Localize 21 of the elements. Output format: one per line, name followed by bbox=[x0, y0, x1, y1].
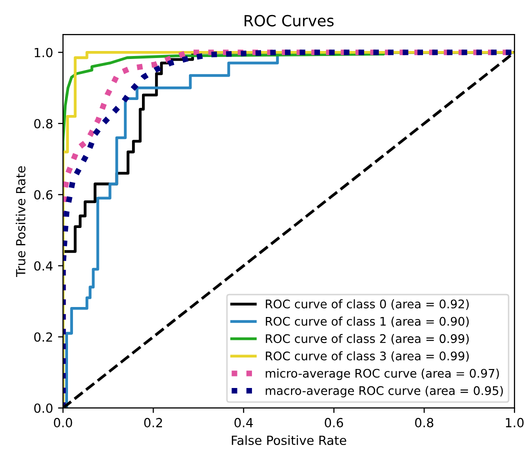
x-tick-label: 0.2 bbox=[144, 418, 162, 428]
y-tick-label: 0.0 bbox=[34, 403, 52, 413]
legend-label: ROC curve of class 0 (area = 0.92) bbox=[266, 299, 469, 310]
x-tick-label: 0.6 bbox=[324, 418, 344, 428]
y-axis-title: True Positive Rate bbox=[16, 166, 26, 277]
y-tick-label: 0.4 bbox=[34, 261, 53, 271]
y-tick-label: 1.0 bbox=[34, 48, 52, 58]
x-axis-title: False Positive Rate bbox=[232, 435, 346, 446]
x-tick-label: 0.0 bbox=[54, 418, 72, 428]
x-tick-label: 1.0 bbox=[506, 418, 524, 428]
y-tick-label: 0.6 bbox=[34, 190, 52, 200]
chart-title: ROC Curves bbox=[244, 14, 334, 26]
legend-label: micro-average ROC curve (area = 0.97) bbox=[266, 368, 499, 380]
legend-label: ROC curve of class 3 (area = 0.99) bbox=[266, 351, 469, 362]
legend-label: macro-average ROC curve (area = 0.95) bbox=[266, 386, 503, 398]
x-tick-label: 0.4 bbox=[234, 418, 253, 428]
y-tick-label: 0.8 bbox=[34, 118, 52, 128]
x-tick-label: 0.8 bbox=[415, 418, 434, 428]
legend-label: ROC curve of class 2 (area = 0.99) bbox=[266, 334, 469, 344]
legend-label: ROC curve of class 1 (area = 0.90) bbox=[266, 316, 469, 328]
y-tick-label: 0.2 bbox=[34, 332, 52, 342]
